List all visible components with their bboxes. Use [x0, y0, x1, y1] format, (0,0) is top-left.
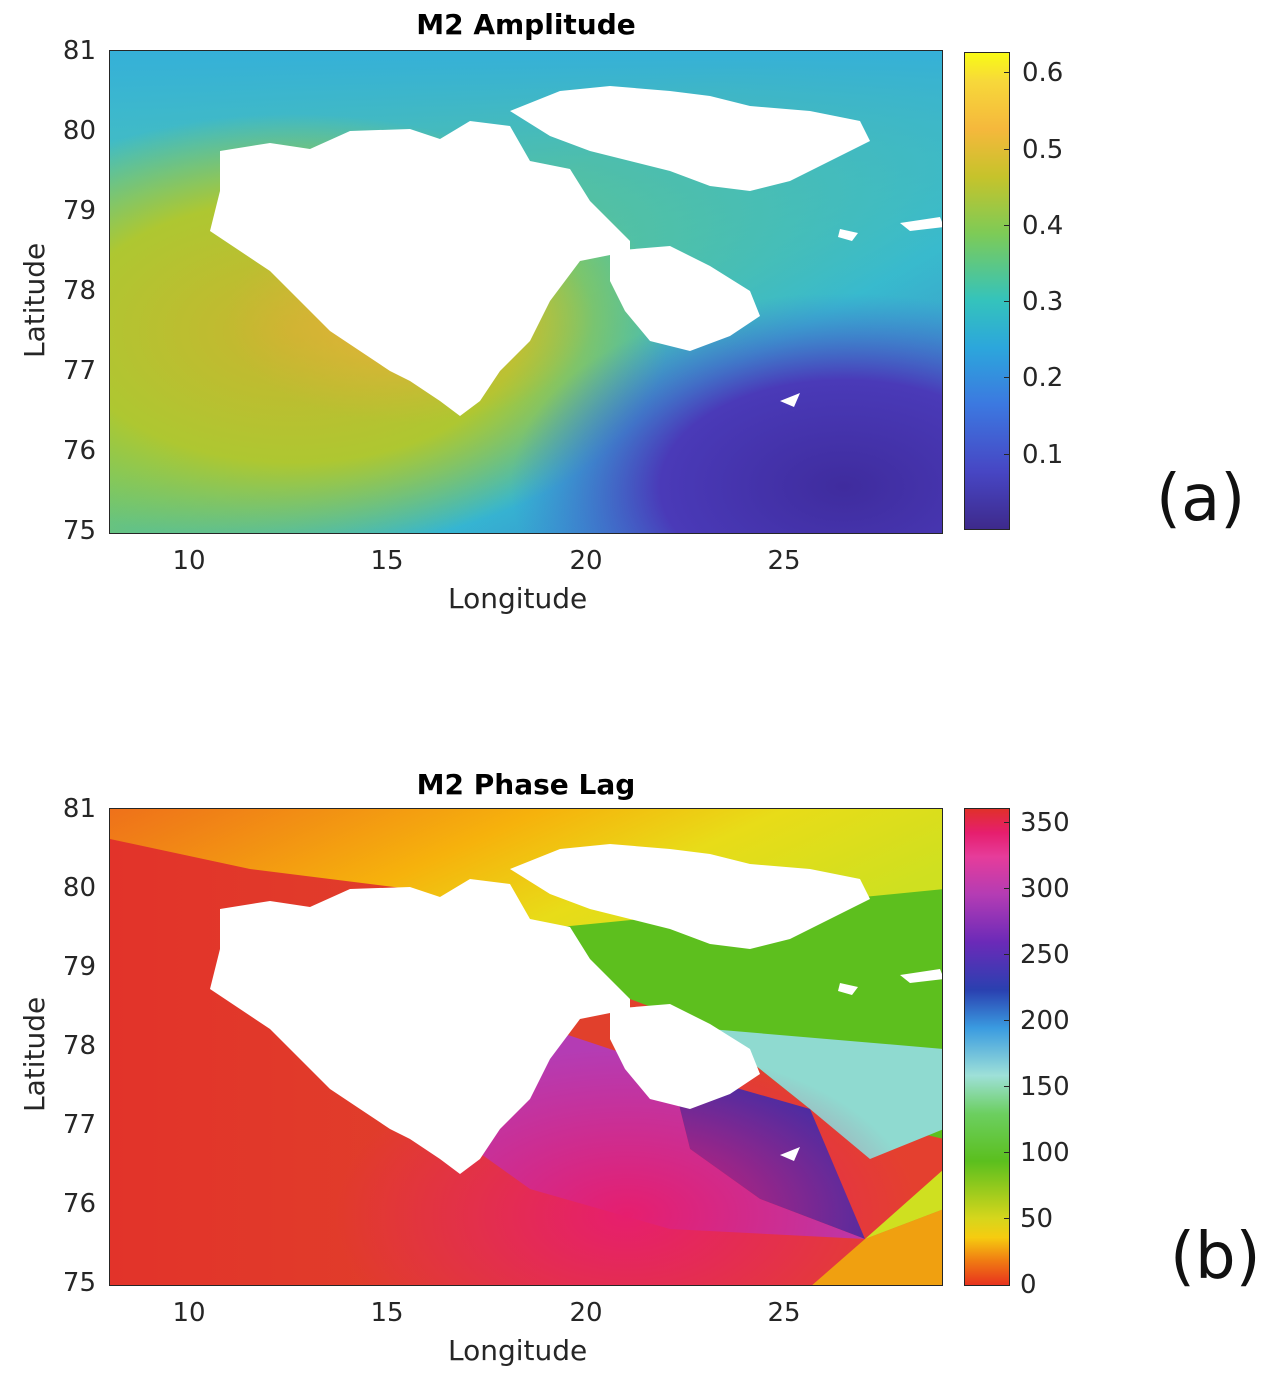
land-kvitoya	[900, 217, 942, 231]
colorbar	[964, 52, 1010, 530]
heatmap-phase	[110, 809, 942, 1285]
colorbar-tick-label: 0.5	[1022, 135, 1064, 165]
land-hopen	[780, 393, 800, 407]
colorbar-tick	[1004, 1152, 1010, 1153]
colorbar-tick-label: 300	[1020, 874, 1070, 904]
panel-amplitude: M2 Amplitude	[18, 8, 1246, 615]
colorbar-tick	[1004, 1020, 1010, 1021]
x-tick-label: 15	[370, 546, 404, 576]
x-tick-label: 20	[569, 1298, 603, 1328]
y-tick-label: 77	[62, 356, 96, 386]
land-spitsbergen	[210, 879, 630, 1174]
colorbar-tick	[1004, 377, 1010, 378]
y-tick-label: 76	[62, 1189, 96, 1219]
land-edgeoya	[610, 1004, 760, 1109]
colorbar	[964, 808, 1010, 1286]
y-tick-label: 79	[62, 952, 96, 982]
x-tick-label: 25	[767, 1298, 801, 1328]
land-edgeoya	[610, 246, 760, 351]
land-mask	[210, 844, 942, 1174]
y-axis-label: Latitude	[18, 242, 51, 358]
x-tick-label: 25	[767, 546, 801, 576]
y-tick-label: 78	[62, 276, 96, 306]
colorbar-tick	[1004, 1218, 1010, 1219]
colorbar-tick-label: 0.2	[1022, 363, 1064, 393]
x-axis-label: Longitude	[448, 1334, 588, 1367]
colorbar-tick	[1004, 954, 1010, 955]
chart-title: M2 Phase Lag	[416, 768, 636, 801]
colorbar-tick	[1004, 149, 1010, 150]
land-islet	[838, 983, 858, 995]
land-spitsbergen	[210, 121, 630, 416]
panel-phase: M2 Phase Lag	[0, 692, 1272, 1384]
colorbar-tick	[1004, 1086, 1010, 1087]
x-tick-label: 15	[370, 1298, 404, 1328]
heatmap-amphidrome-yellow	[865, 1170, 942, 1239]
colorbar-tick	[1004, 888, 1010, 889]
colorbar-tick-label: 50	[1020, 1204, 1054, 1234]
colorbar-tick	[1004, 225, 1010, 226]
land-islet	[838, 229, 858, 241]
x-tick-label: 10	[172, 1298, 206, 1328]
land-hopen	[780, 1147, 800, 1161]
colorbar-tick-label: 0.4	[1022, 211, 1064, 241]
colorbar-tick	[1004, 822, 1010, 823]
plot-area	[109, 808, 943, 1286]
y-tick-label: 76	[62, 436, 96, 466]
colorbar-tick-label: 0.6	[1022, 58, 1064, 88]
y-tick-label: 78	[62, 1031, 96, 1061]
colorbar-tick-label: 0	[1020, 1270, 1037, 1300]
chart-title: M2 Amplitude	[416, 8, 636, 41]
y-tick-label: 80	[62, 116, 96, 146]
panel-label: (a)	[1156, 462, 1246, 536]
colorbar-tick-label: 250	[1020, 940, 1070, 970]
colorbar-tick-label: 0.3	[1022, 287, 1064, 317]
plot-area	[109, 50, 943, 534]
x-axis-label: Longitude	[448, 582, 588, 615]
panel-label: (b)	[1170, 1220, 1261, 1294]
heatmap-amphidrome-layer	[812, 1209, 942, 1285]
y-tick-label: 77	[62, 1110, 96, 1140]
colorbar-tick-label: 350	[1020, 808, 1070, 838]
land-nordaustlandet	[510, 86, 870, 191]
colorbar-tick	[1004, 301, 1010, 302]
colorbar-tick	[1004, 72, 1010, 73]
y-tick-label: 81	[62, 794, 96, 824]
colorbar-tick-label: 150	[1020, 1072, 1070, 1102]
land-nordaustlandet	[510, 844, 870, 949]
colorbar-tick	[1004, 454, 1010, 455]
y-tick-label: 79	[62, 196, 96, 226]
x-tick-label: 10	[172, 546, 206, 576]
y-tick-label: 80	[62, 873, 96, 903]
y-tick-label: 75	[62, 1268, 96, 1298]
y-tick-label: 75	[62, 516, 96, 546]
heatmap-amplitude	[110, 51, 942, 533]
y-axis-label: Latitude	[18, 996, 51, 1112]
colorbar-tick-label: 100	[1020, 1138, 1070, 1168]
land-kvitoya	[900, 969, 942, 983]
y-tick-label: 81	[62, 36, 96, 66]
x-tick-label: 20	[569, 546, 603, 576]
colorbar-tick-label: 200	[1020, 1006, 1070, 1036]
colorbar-tick-label: 0.1	[1022, 440, 1064, 470]
land-mask	[210, 86, 942, 416]
